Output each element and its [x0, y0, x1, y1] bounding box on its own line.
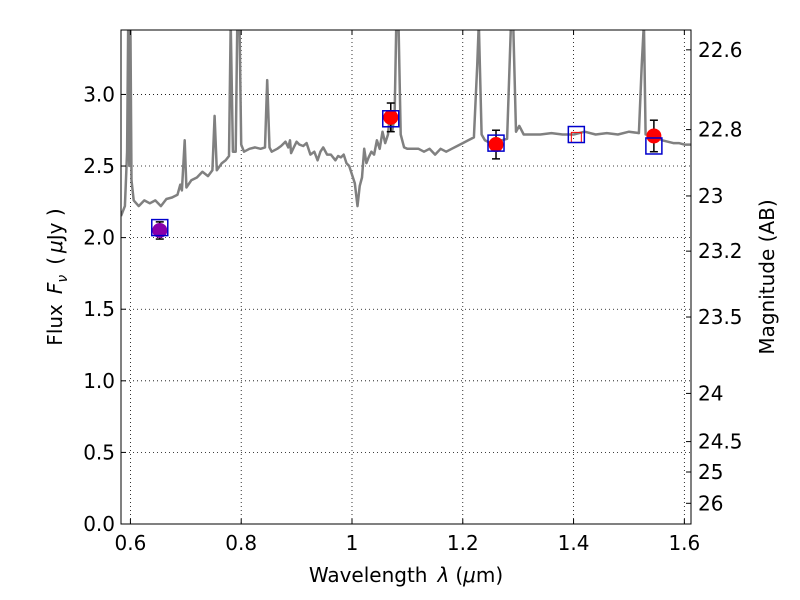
y2-axis-title: Magnitude (AB): [755, 199, 779, 354]
model-photometry-point: [487, 134, 505, 152]
x-tick-label: 1: [346, 531, 359, 555]
x-tick-label: 0.6: [115, 531, 147, 555]
y2-tick-label: 23.5: [698, 305, 743, 329]
y2-tick-label: 26: [698, 491, 723, 515]
model-photometry-points: [151, 110, 663, 237]
y2-tick-label: 25: [698, 460, 723, 484]
y-tick-label: 0.0: [83, 512, 115, 536]
plot-frame: [120, 29, 692, 525]
y2-tick-label: 22.8: [698, 118, 743, 142]
y-tick-label: 0.5: [83, 440, 115, 464]
model-photometry-point: [567, 125, 586, 144]
y2-tick-label: 23.2: [698, 239, 743, 263]
y-tick-label: 2.5: [83, 154, 115, 178]
observed-point: [488, 137, 504, 153]
x-tick-label: 1.2: [447, 531, 479, 555]
plot-background: [121, 30, 691, 524]
x-tick-label: 0.8: [225, 531, 257, 555]
y-tick-label: 1.5: [83, 297, 115, 321]
axis-ticks: 0.6 0.8 1 1.2 1.4 1.6 0.0 0.5 1.0 1.5 2.0 2.5 3.0 22.…: [83, 30, 743, 555]
y2-tick-label: 24: [698, 381, 723, 405]
model-spectrum: [121, 30, 691, 217]
x-tick-label: 1.4: [558, 531, 590, 555]
observed-point: [383, 109, 399, 125]
y-tick-label: 2.0: [83, 226, 115, 250]
observed-point: [152, 222, 168, 238]
y2-tick-label: 24.5: [698, 430, 743, 454]
spectrum-line: [121, 30, 691, 217]
model-photometry-point: [645, 137, 663, 155]
model-photometry-point: [151, 218, 169, 237]
observed-point: [646, 128, 662, 144]
y-tick-label: 1.0: [83, 369, 115, 393]
y-axis-title: FluxFν(μJy ): [43, 208, 71, 345]
y2-tick-label: 22.6: [698, 38, 743, 62]
observed-points: [152, 109, 662, 238]
x-tick-label: 1.6: [668, 531, 700, 555]
model-photometry-point: [382, 110, 400, 128]
y2-tick-label: 23: [698, 184, 723, 208]
x-axis-title: Wavelength λ (μm): [309, 563, 503, 587]
y-tick-label: 3.0: [83, 82, 115, 106]
